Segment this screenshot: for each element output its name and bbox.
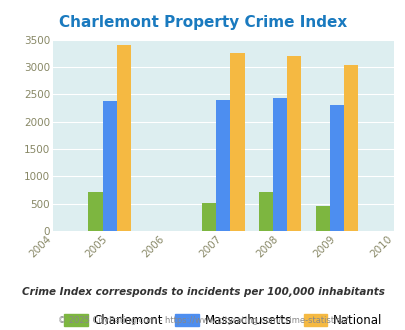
- Bar: [201, 203, 215, 231]
- Bar: [329, 105, 343, 231]
- Bar: [230, 53, 244, 231]
- Text: Charlemont Property Crime Index: Charlemont Property Crime Index: [59, 15, 346, 30]
- Text: © 2025 CityRating.com - https://www.cityrating.com/crime-statistics/: © 2025 CityRating.com - https://www.city…: [58, 315, 347, 325]
- Bar: [272, 98, 286, 231]
- Bar: [286, 56, 301, 231]
- Bar: [315, 206, 329, 231]
- Bar: [102, 101, 116, 231]
- Bar: [343, 65, 357, 231]
- Bar: [116, 45, 130, 231]
- Bar: [258, 192, 272, 231]
- Bar: [215, 100, 230, 231]
- Bar: [88, 192, 102, 231]
- Legend: Charlemont, Massachusetts, National: Charlemont, Massachusetts, National: [59, 310, 386, 330]
- Text: Crime Index corresponds to incidents per 100,000 inhabitants: Crime Index corresponds to incidents per…: [21, 287, 384, 297]
